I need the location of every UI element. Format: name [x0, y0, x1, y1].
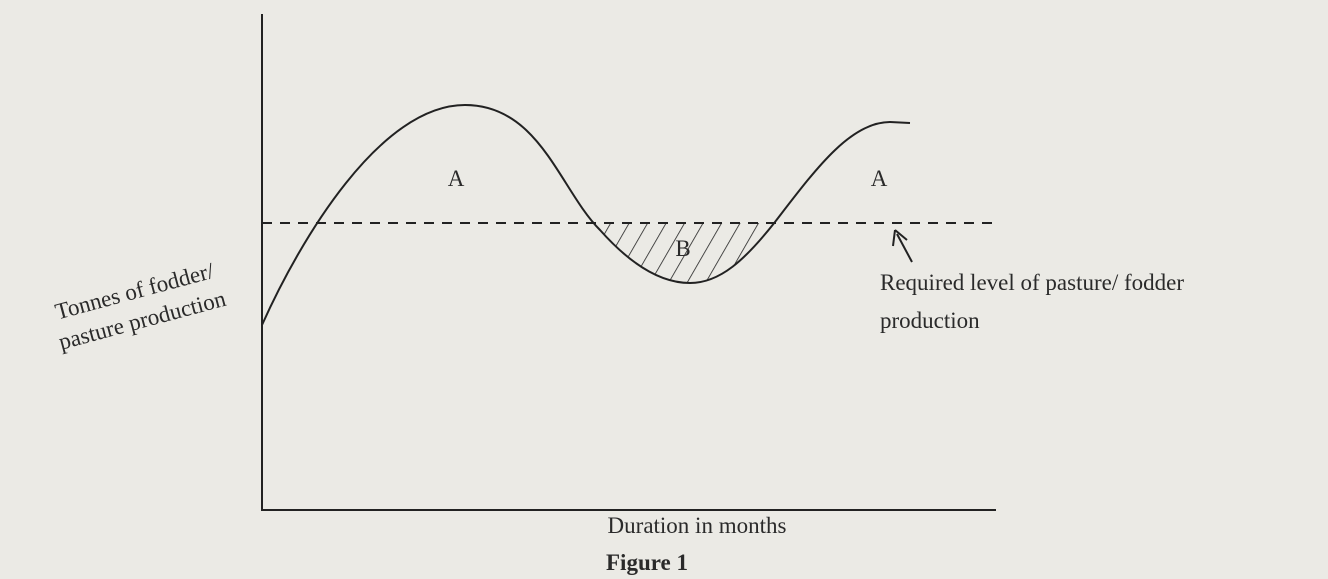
deficit-hatch	[590, 223, 780, 283]
region-label: A	[448, 166, 465, 191]
annotation: production	[880, 308, 980, 333]
arrow-head	[892, 229, 908, 247]
arrow	[896, 233, 913, 263]
annotation: Required level of pasture/ fodder	[880, 270, 1184, 295]
caption: Figure 1	[606, 550, 688, 575]
x-axis-label: Duration in months	[608, 513, 787, 538]
region-label: B	[675, 236, 690, 261]
region-label: A	[871, 166, 888, 191]
production-curve	[261, 103, 911, 326]
